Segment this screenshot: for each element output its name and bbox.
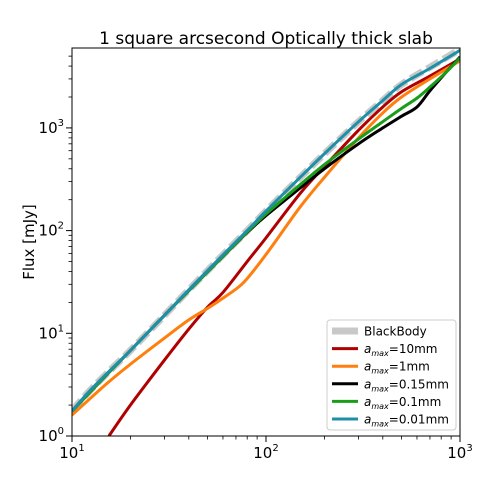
legend-label-blackbody: BlackBody bbox=[364, 325, 427, 339]
y-tick-label: 100 bbox=[39, 426, 64, 445]
series-line-a-max-10mm bbox=[107, 57, 460, 436]
legend-label-a-max-1mm: amax=1mm bbox=[364, 360, 430, 376]
legend-label-a-max-0-1mm: amax=0.1mm bbox=[364, 395, 441, 411]
series-line-a-max-0-01mm bbox=[72, 49, 460, 413]
series-layer bbox=[72, 48, 460, 436]
x-tick-label: 102 bbox=[253, 443, 278, 462]
x-tick-label: 101 bbox=[59, 443, 84, 462]
plot-frame bbox=[71, 47, 461, 437]
x-tick-label: 103 bbox=[447, 443, 472, 462]
series-line-a-max-1mm bbox=[72, 59, 460, 417]
legend-label-a-max-0-01mm: amax=0.01mm bbox=[364, 413, 449, 429]
legend-box bbox=[326, 319, 457, 431]
legend-label-a-max-0-15mm: amax=0.15mm bbox=[364, 377, 449, 393]
y-axis-label: Flux [mJy] bbox=[20, 204, 38, 280]
y-tick-label: 102 bbox=[39, 221, 64, 240]
y-tick-label: 103 bbox=[39, 118, 64, 137]
y-tick-label: 101 bbox=[39, 323, 64, 342]
legend-label-a-max-10mm: amax=10mm bbox=[364, 342, 438, 358]
chart-title: 1 square arcsecond Optically thick slab bbox=[99, 29, 433, 49]
